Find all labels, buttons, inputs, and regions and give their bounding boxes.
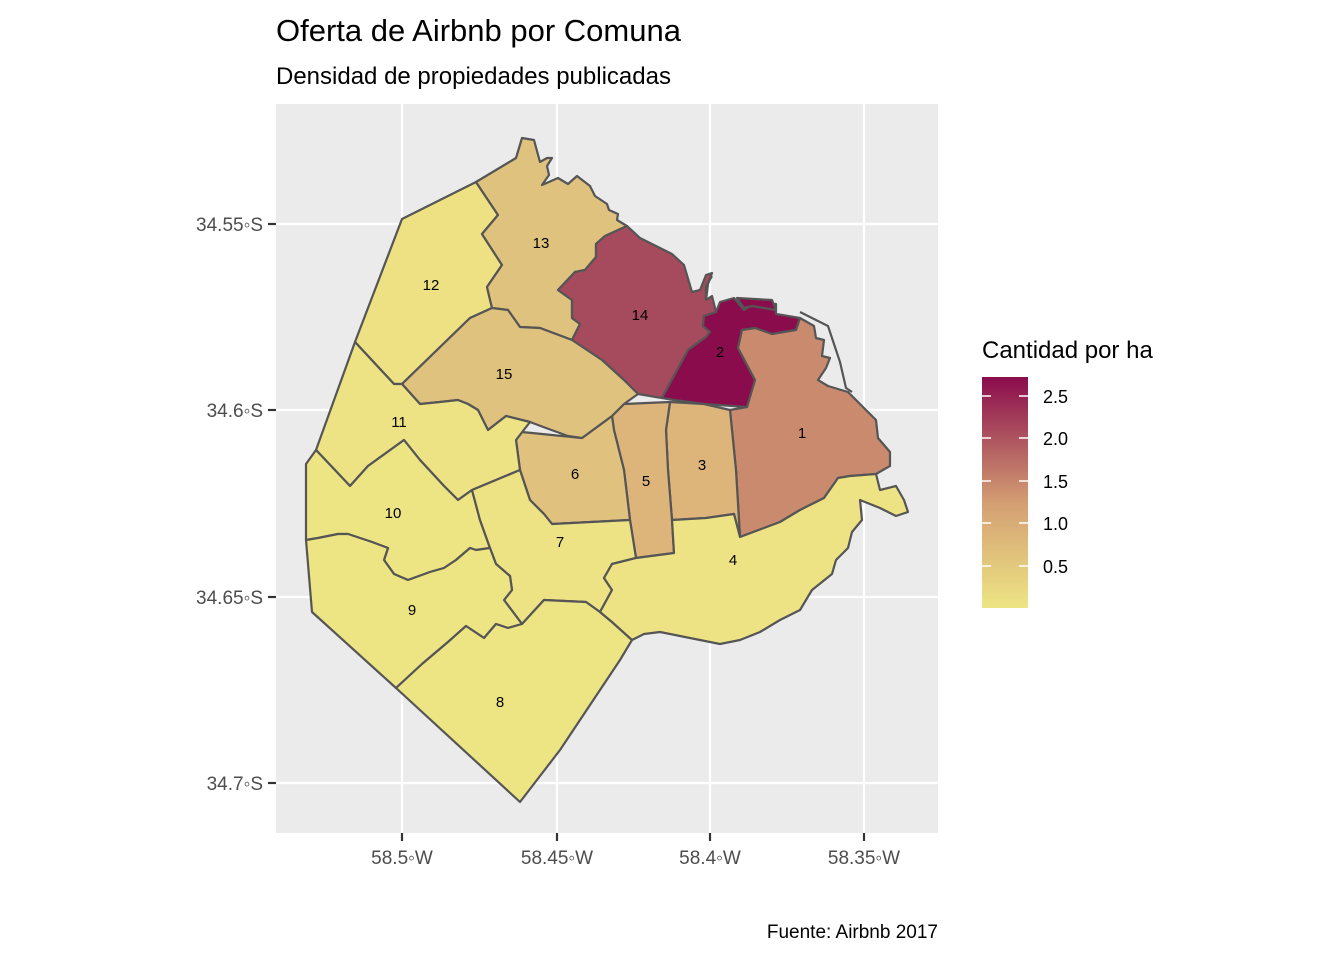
label-comuna-5: 5 — [642, 473, 650, 490]
x-tick-label-1: 58.5◦W — [371, 848, 433, 869]
legend-label-5: 0.5 — [1043, 557, 1068, 577]
label-comuna-1: 1 — [798, 425, 806, 442]
label-comuna-7: 7 — [556, 534, 564, 551]
legend-colorbar — [982, 377, 1028, 608]
x-tick-label-2: 58.45◦W — [521, 848, 593, 869]
caption: Fuente: Airbnb 2017 — [767, 922, 938, 943]
chart-title: Oferta de Airbnb por Comuna — [276, 13, 682, 48]
x-axis: 58.5◦W 58.45◦W 58.4◦W 58.35◦W — [371, 833, 900, 869]
x-tick-label-3: 58.4◦W — [679, 848, 741, 869]
label-comuna-13: 13 — [533, 235, 550, 252]
y-tick-label-1: 34.55◦S — [196, 215, 263, 236]
y-tick-label-2: 34.6◦S — [207, 401, 263, 422]
legend-label-2: 2.0 — [1043, 429, 1068, 449]
y-axis: 34.55◦S 34.6◦S 34.65◦S 34.7◦S — [196, 215, 276, 795]
comuna-2-dock — [735, 296, 778, 312]
label-comuna-8: 8 — [496, 694, 504, 711]
comuna-8[interactable] — [394, 598, 634, 804]
comuna-labels: 1 2 3 4 5 6 7 8 9 10 11 12 13 14 15 — [385, 235, 807, 711]
comuna-4[interactable] — [598, 472, 910, 646]
label-comuna-11: 11 — [391, 414, 407, 431]
label-comuna-2: 2 — [716, 344, 724, 361]
label-comuna-15: 15 — [496, 366, 513, 383]
legend: Cantidad por ha 2.5 2.0 1.5 1.0 0.5 — [982, 337, 1153, 608]
port-coastline-2 — [704, 275, 713, 300]
label-comuna-12: 12 — [423, 277, 440, 294]
legend-label-3: 1.5 — [1043, 472, 1068, 492]
label-comuna-4: 4 — [729, 552, 737, 569]
label-comuna-9: 9 — [408, 602, 416, 619]
legend-title: Cantidad por ha — [982, 337, 1153, 364]
comunas — [304, 136, 910, 804]
label-comuna-14: 14 — [632, 307, 649, 324]
legend-label-4: 1.0 — [1043, 514, 1068, 534]
y-tick-label-4: 34.7◦S — [207, 774, 263, 795]
y-tick-label-3: 34.65◦S — [196, 588, 263, 609]
label-comuna-10: 10 — [385, 505, 402, 522]
legend-label-1: 2.5 — [1043, 387, 1068, 407]
x-tick-label-4: 58.35◦W — [828, 848, 900, 869]
label-comuna-3: 3 — [698, 457, 706, 474]
port-coastline — [799, 311, 853, 393]
chart-subtitle: Densidad de propiedades publicadas — [276, 63, 671, 90]
label-comuna-6: 6 — [571, 466, 579, 483]
